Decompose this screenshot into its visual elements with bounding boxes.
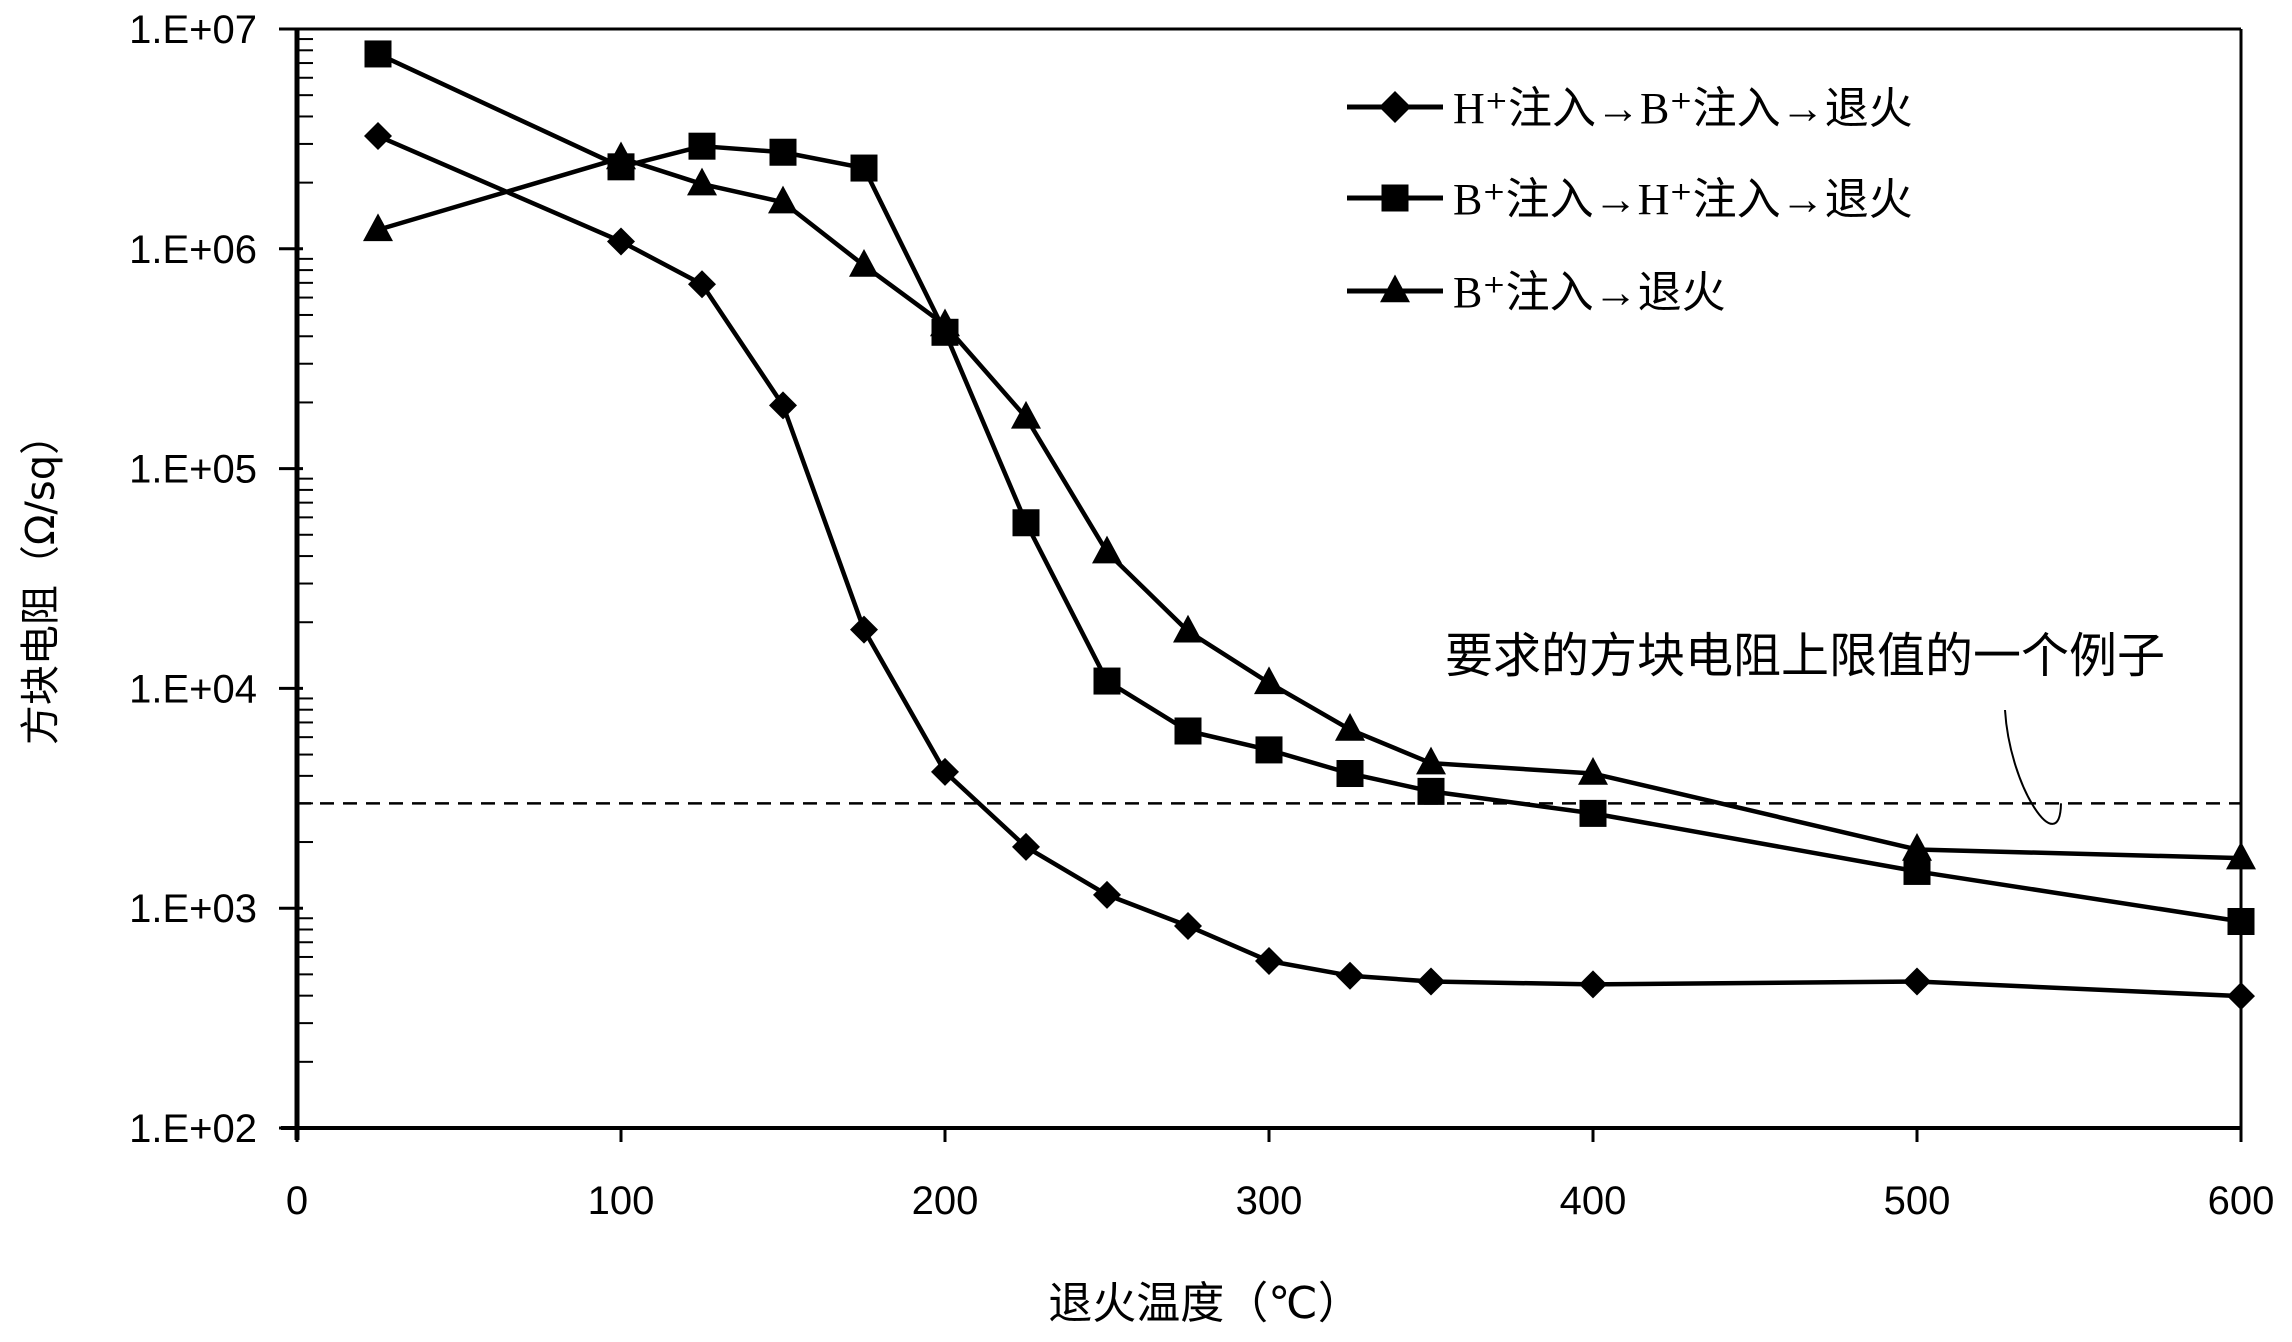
reference-leader-line [2004,709,2062,825]
data-point-diamond [1903,967,1931,996]
data-point-diamond [1093,880,1121,909]
data-point-square [850,154,878,182]
data-point-square [1255,736,1283,764]
data-point-triangle [930,308,960,337]
data-point-triangle [849,248,879,277]
data-point-square [1336,760,1364,788]
y-axis-title: 方块电阻（Ω/sq） [18,415,64,745]
reference-line-group [297,709,2241,825]
data-point-triangle [687,167,717,196]
y-tick-label: 1.E+05 [129,448,257,492]
legend-item: B⁺注入→退火 [1347,268,1726,317]
legend-marker-diamond [1379,91,1411,123]
reference-line-label: 要求的方块电阻上限值的一个例子 [1445,628,2165,684]
legend-label: B⁺注入→退火 [1453,268,1726,317]
y-tick-label: 1.E+03 [129,887,257,931]
data-point-triangle [1578,757,1608,785]
data-point-diamond [931,757,959,786]
legend-item: H⁺注入→B⁺注入→退火 [1347,84,1913,133]
data-point-diamond [769,391,797,420]
series-triangle [363,141,2256,870]
data-point-diamond [1336,961,1364,990]
data-point-square [364,40,392,68]
data-point-diamond [1174,911,1202,940]
x-tick-label: 200 [912,1179,979,1223]
data-point-diamond [850,615,878,644]
data-point-triangle [768,185,798,214]
series-line [377,51,2242,924]
legend-label: H⁺注入→B⁺注入→退火 [1453,84,1913,133]
x-tick-label: 400 [1560,1179,1627,1223]
x-tick-label: 500 [1884,1179,1951,1223]
legend-item: B⁺注入→H⁺注入→退火 [1347,175,1913,224]
data-point-triangle [1416,746,1446,775]
y-tick-label: 1.E+02 [129,1107,257,1151]
data-point-diamond [1012,832,1040,861]
legend-marker-triangle [1380,274,1410,303]
x-tick-label: 300 [1236,1179,1303,1223]
x-axis-title: 退火温度（℃） [1048,1278,1361,1329]
data-point-triangle [1011,400,1041,429]
y-tick-label: 1.E+04 [129,667,257,711]
series-square [364,40,2255,935]
data-point-diamond [364,121,392,150]
data-point-diamond [688,270,716,299]
x-tick-label: 100 [588,1179,655,1223]
data-point-square [1579,799,1607,827]
series-group [363,40,2256,1011]
series-line [377,133,2242,999]
data-point-triangle [2226,841,2256,870]
data-point-diamond [1255,947,1283,976]
data-point-triangle [363,213,393,242]
x-tick-label: 600 [2208,1179,2275,1223]
data-point-triangle [1173,614,1203,643]
data-point-triangle [1254,666,1284,695]
data-point-square [1012,509,1040,537]
data-point-square [1903,857,1931,885]
data-point-square [688,132,716,160]
axes: 1.E+02 1.E+03 1.E+04 1.E+05 1.E+06 1.E+07 0 100… [129,8,2274,1223]
data-point-diamond [2227,982,2255,1011]
legend-marker-square [1381,184,1409,212]
y-tick-label: 1.E+07 [129,8,257,52]
data-point-square [2227,907,2255,935]
data-point-square [769,138,797,166]
data-point-triangle [606,141,636,170]
data-point-triangle [1902,832,1932,861]
legend: H⁺注入→B⁺注入→退火 B⁺注入→H⁺注入→退火 B⁺注入→退火 [1347,84,1913,317]
data-point-diamond [1579,970,1607,999]
data-point-square [1093,667,1121,695]
series-diamond [364,121,2255,1011]
data-point-triangle [1335,713,1365,741]
legend-label: B⁺注入→H⁺注入→退火 [1453,175,1913,224]
data-point-diamond [607,227,635,256]
data-point-triangle [1092,535,1122,564]
x-tick-label: 0 [286,1179,308,1223]
data-point-diamond [1417,967,1445,996]
y-tick-label: 1.E+06 [129,228,257,272]
data-point-square [1417,777,1445,805]
data-point-square [1174,717,1202,745]
